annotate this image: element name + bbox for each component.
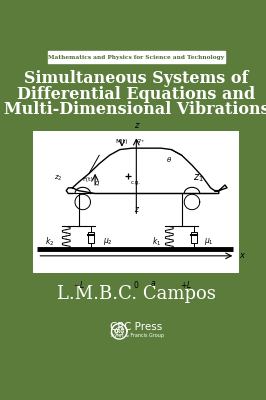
Text: c.g.: c.g. [130, 180, 140, 184]
Text: z: z [134, 121, 139, 130]
Text: Taylor & Francis Group: Taylor & Francis Group [109, 334, 164, 338]
Bar [88, 232, 94, 243]
Text: CRC: CRC [114, 329, 125, 334]
Bar [33, 131, 239, 273]
Text: $\mu_1$: $\mu_1$ [203, 236, 213, 247]
Text: $q$: $q$ [94, 179, 100, 188]
Text: Simultaneous Systems of: Simultaneous Systems of [24, 70, 248, 87]
Text: F(t): F(t) [82, 177, 93, 182]
Text: x: x [239, 251, 244, 260]
Text: M(t): M(t) [116, 139, 128, 144]
Text: CRC Press: CRC Press [110, 322, 163, 332]
Text: Mathematics and Physics for Science and Technology: Mathematics and Physics for Science and … [48, 55, 225, 60]
Text: $\theta$: $\theta$ [166, 155, 172, 164]
Text: $+L$: $+L$ [180, 278, 192, 290]
Text: L.M.B.C. Campos: L.M.B.C. Campos [57, 286, 216, 303]
Text: $z_2$: $z_2$ [54, 173, 62, 182]
Text: $z_1$: $z_1$ [193, 172, 203, 184]
Text: $\mu_2$: $\mu_2$ [103, 236, 112, 247]
Bar [191, 232, 197, 243]
Text: $-L$: $-L$ [73, 278, 85, 290]
Text: $q_+$: $q_+$ [136, 137, 146, 145]
Text: Multi-Dimensional Vibrations: Multi-Dimensional Vibrations [3, 101, 266, 118]
Text: z: z [134, 204, 138, 214]
Text: $k_1$: $k_1$ [152, 236, 161, 248]
FancyBboxPatch shape [48, 51, 225, 63]
Text: $a$: $a$ [150, 278, 156, 288]
Text: $0$: $0$ [133, 278, 139, 290]
Text: Differential Equations and: Differential Equations and [17, 86, 255, 103]
Text: $k_2$: $k_2$ [45, 236, 54, 248]
